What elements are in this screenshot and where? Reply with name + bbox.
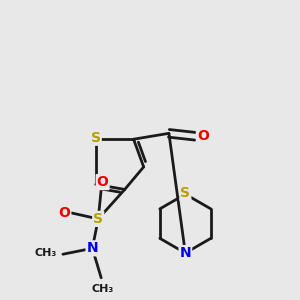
Text: N: N: [179, 246, 191, 260]
Text: CH₃: CH₃: [92, 284, 114, 294]
Text: N: N: [86, 241, 98, 255]
Text: S: S: [91, 131, 101, 145]
Text: S: S: [93, 212, 103, 226]
Text: CH₃: CH₃: [35, 248, 57, 258]
Text: S: S: [180, 186, 190, 200]
Text: O: O: [97, 175, 109, 189]
Text: O: O: [197, 129, 209, 143]
Text: O: O: [58, 206, 70, 220]
